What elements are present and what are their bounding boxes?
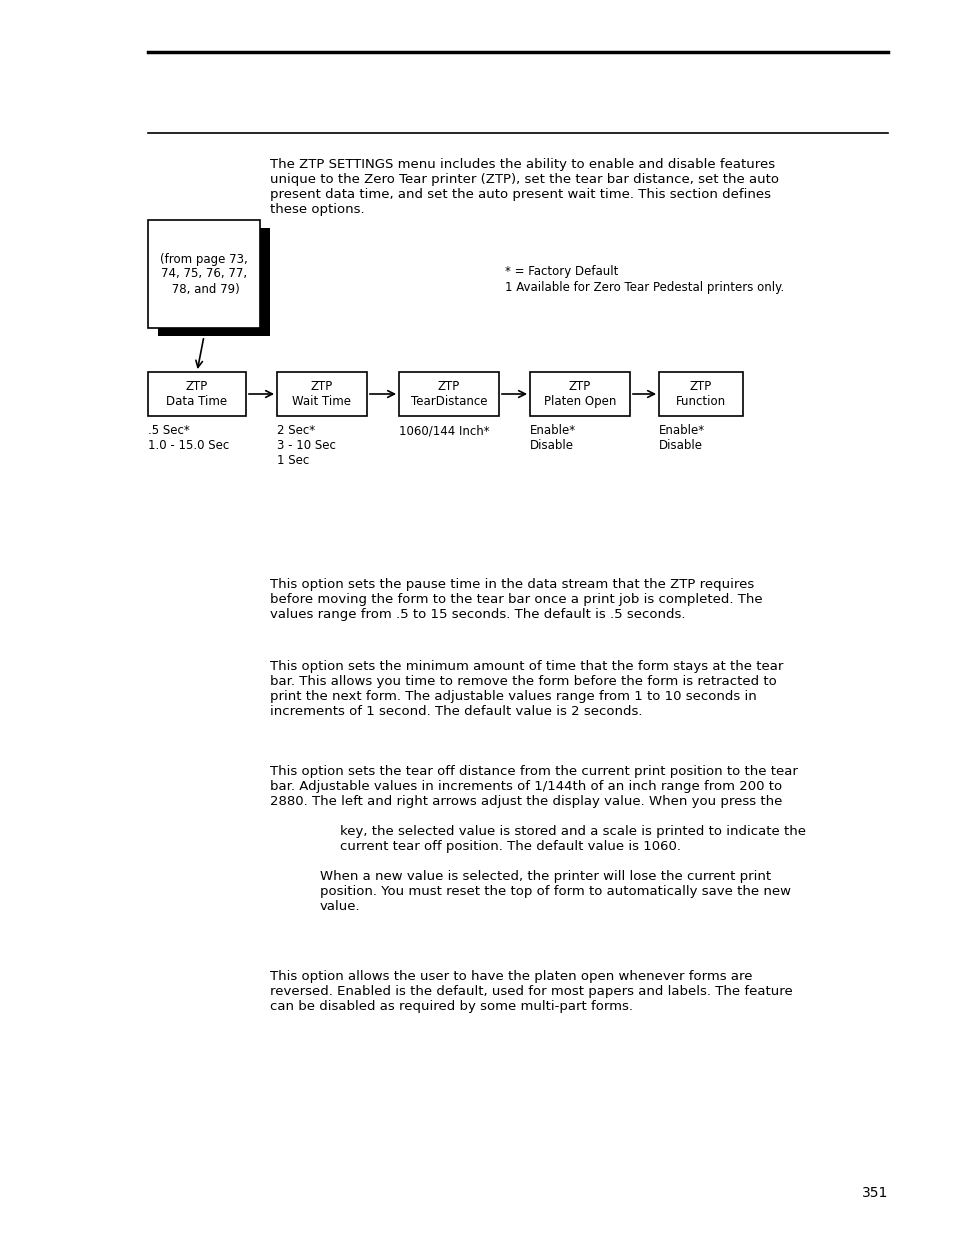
Text: .5 Sec*: .5 Sec* <box>148 424 190 437</box>
Text: This option sets the tear off distance from the current print position to the te: This option sets the tear off distance f… <box>270 764 797 808</box>
Bar <box>276 372 367 416</box>
Bar <box>530 372 629 416</box>
Text: 1.0 - 15.0 Sec: 1.0 - 15.0 Sec <box>148 438 229 452</box>
Text: 1 Sec: 1 Sec <box>276 454 309 467</box>
Text: ZTP
TearDistance: ZTP TearDistance <box>411 380 487 408</box>
Text: When a new value is selected, the printer will lose the current print
position. : When a new value is selected, the printe… <box>319 869 790 913</box>
Bar <box>398 372 498 416</box>
Text: key, the selected value is stored and a scale is printed to indicate the
current: key, the selected value is stored and a … <box>339 825 805 853</box>
Bar <box>158 228 270 336</box>
Text: The ZTP SETTINGS menu includes the ability to enable and disable features
unique: The ZTP SETTINGS menu includes the abili… <box>270 158 779 216</box>
Bar <box>148 220 260 329</box>
Text: 351: 351 <box>861 1186 887 1200</box>
Text: * = Factory Default: * = Factory Default <box>504 266 618 278</box>
Text: This option allows the user to have the platen open whenever forms are
reversed.: This option allows the user to have the … <box>270 969 792 1013</box>
Text: ZTP
Function: ZTP Function <box>676 380 725 408</box>
Text: This option sets the pause time in the data stream that the ZTP requires
before : This option sets the pause time in the d… <box>270 578 761 621</box>
Text: 3 - 10 Sec: 3 - 10 Sec <box>276 438 335 452</box>
Text: Enable*: Enable* <box>659 424 704 437</box>
Text: 2 Sec*: 2 Sec* <box>276 424 314 437</box>
Text: ZTP
Data Time: ZTP Data Time <box>166 380 228 408</box>
Text: ZTP
Platen Open: ZTP Platen Open <box>543 380 616 408</box>
Text: (from page 73,
74, 75, 76, 77,
 78, and 79): (from page 73, 74, 75, 76, 77, 78, and 7… <box>160 252 248 295</box>
Text: Disable: Disable <box>659 438 702 452</box>
Text: Disable: Disable <box>530 438 574 452</box>
Bar <box>659 372 742 416</box>
Text: 1 Available for Zero Tear Pedestal printers only.: 1 Available for Zero Tear Pedestal print… <box>504 282 783 294</box>
Bar <box>148 372 246 416</box>
Text: 1060/144 Inch*: 1060/144 Inch* <box>398 424 489 437</box>
Text: Enable*: Enable* <box>530 424 576 437</box>
Text: ZTP
Wait Time: ZTP Wait Time <box>293 380 351 408</box>
Text: This option sets the minimum amount of time that the form stays at the tear
bar.: This option sets the minimum amount of t… <box>270 659 782 718</box>
